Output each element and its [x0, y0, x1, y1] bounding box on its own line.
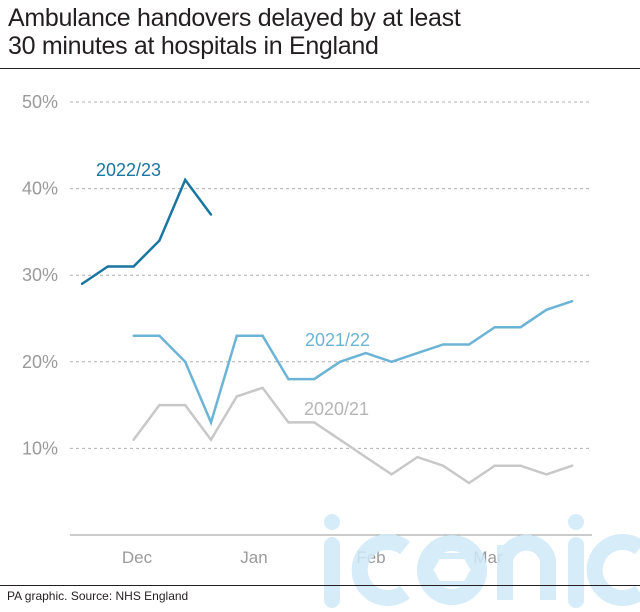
data-point-2022-23 [209, 213, 213, 216]
series-line-2022-23 [81, 177, 213, 285]
data-point-2022-23 [106, 265, 110, 268]
data-point-2020-21 [132, 438, 135, 441]
data-point-2020-21 [493, 464, 496, 467]
y-tick-label: 10% [22, 438, 58, 458]
data-point-2021-22 [571, 299, 574, 303]
title-line-1: Ambulance handovers delayed by at least [8, 4, 461, 32]
data-point-2021-22 [287, 377, 290, 381]
y-tick-label: 20% [22, 352, 58, 372]
series-label-2021-22: 2021/22 [305, 330, 370, 350]
source-note: PA graphic. Source: NHS England [7, 589, 189, 603]
data-point-2022-23 [80, 282, 84, 286]
data-point-2021-22 [364, 351, 367, 355]
x-tick-label: Dec [122, 548, 153, 567]
y-tick-label: 30% [22, 265, 58, 285]
series-line-2021-22 [133, 300, 573, 427]
series-label-2022-23: 2022/23 [96, 160, 161, 180]
title-line-2: 30 minutes at hospitals in England [8, 32, 379, 60]
x-tick-label: Feb [356, 548, 385, 567]
data-point-2020-21 [338, 438, 342, 441]
data-point-2021-22 [467, 343, 471, 346]
series-line-2020-21 [132, 386, 573, 485]
series-label-2020-21: 2020/21 [304, 399, 369, 419]
data-point-2021-22 [545, 308, 548, 312]
data-point-2020-21 [364, 455, 367, 459]
data-point-2020-21 [545, 473, 548, 476]
data-point-2020-21 [184, 403, 187, 407]
data-point-2020-21 [467, 481, 471, 485]
data-point-2021-22 [519, 325, 522, 329]
data-point-2020-21 [313, 421, 316, 424]
data-point-2022-23 [184, 178, 187, 182]
data-point-2020-21 [416, 455, 419, 459]
data-point-2020-21 [390, 473, 393, 476]
data-point-2021-22 [338, 360, 342, 363]
data-point-2020-21 [571, 464, 574, 467]
data-point-2021-22 [158, 334, 161, 338]
data-point-2022-23 [132, 265, 135, 268]
data-point-2020-21 [287, 421, 290, 424]
data-point-2020-21 [442, 464, 445, 467]
x-tick-label: Jan [240, 548, 267, 567]
x-tick-label: Mar [473, 548, 503, 567]
data-point-2021-22 [416, 351, 419, 355]
data-point-2021-22 [132, 334, 135, 338]
data-point-2020-21 [158, 403, 161, 407]
data-point-2021-22 [493, 325, 496, 329]
data-point-2021-22 [261, 334, 264, 338]
data-point-2022-23 [158, 239, 161, 242]
data-point-2021-22 [184, 360, 187, 363]
data-point-2020-21 [209, 438, 213, 441]
line-chart: 10% 20% 30% 40% 50% Dec Jan Feb Mar 2020/21 2021/2… [22, 92, 592, 567]
data-point-2021-22 [390, 360, 393, 363]
data-point-2021-22 [235, 334, 238, 338]
data-point-2021-22 [442, 343, 445, 346]
top-divider [0, 68, 640, 69]
data-point-2021-22 [209, 421, 213, 424]
bottom-divider [0, 585, 640, 586]
data-point-2020-21 [235, 395, 238, 398]
chart-title: Ambulance handovers delayed by at least … [8, 4, 628, 60]
data-point-2020-21 [261, 386, 264, 389]
data-point-2020-21 [519, 464, 522, 467]
data-point-2021-22 [313, 377, 316, 381]
y-tick-label: 40% [22, 179, 58, 199]
y-tick-label: 50% [22, 92, 58, 112]
